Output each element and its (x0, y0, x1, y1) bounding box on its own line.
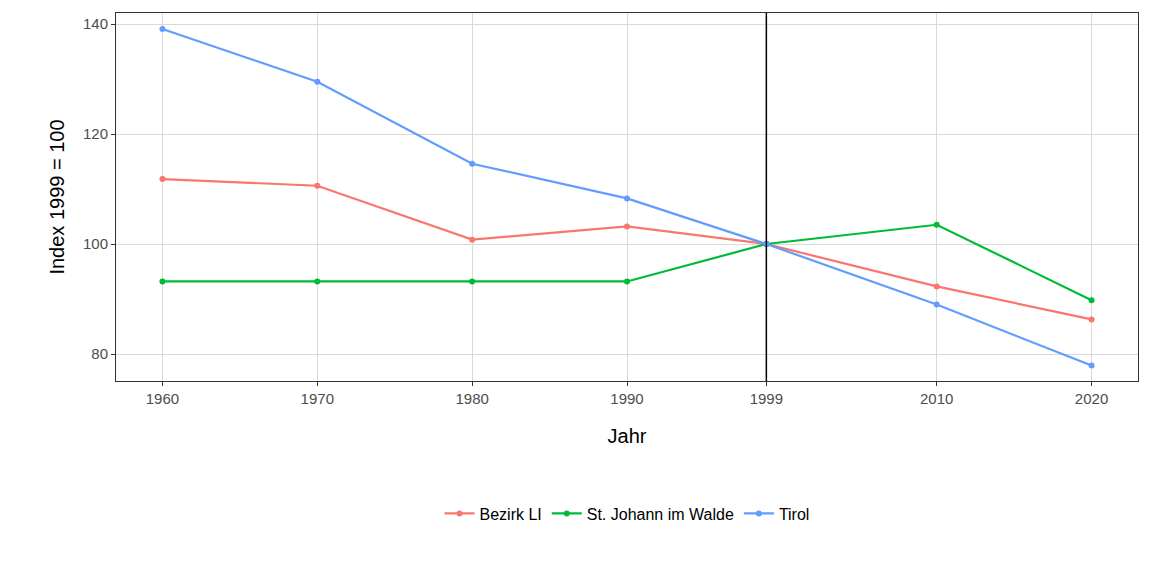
svg-text:100: 100 (83, 235, 108, 252)
svg-text:1999: 1999 (750, 390, 783, 407)
svg-text:1980: 1980 (455, 390, 488, 407)
svg-text:80: 80 (91, 345, 108, 362)
svg-text:140: 140 (83, 15, 108, 32)
svg-text:2020: 2020 (1075, 390, 1108, 407)
svg-text:Jahr: Jahr (608, 425, 647, 447)
svg-text:1970: 1970 (301, 390, 334, 407)
svg-text:St. Johann im Walde: St. Johann im Walde (587, 506, 734, 523)
svg-text:Tirol: Tirol (779, 506, 810, 523)
svg-text:Index 1999 = 100: Index 1999 = 100 (46, 119, 68, 274)
svg-text:1960: 1960 (146, 390, 179, 407)
svg-text:120: 120 (83, 125, 108, 142)
svg-text:1990: 1990 (610, 390, 643, 407)
svg-text:2010: 2010 (920, 390, 953, 407)
svg-text:Bezirk LI: Bezirk LI (480, 506, 542, 523)
